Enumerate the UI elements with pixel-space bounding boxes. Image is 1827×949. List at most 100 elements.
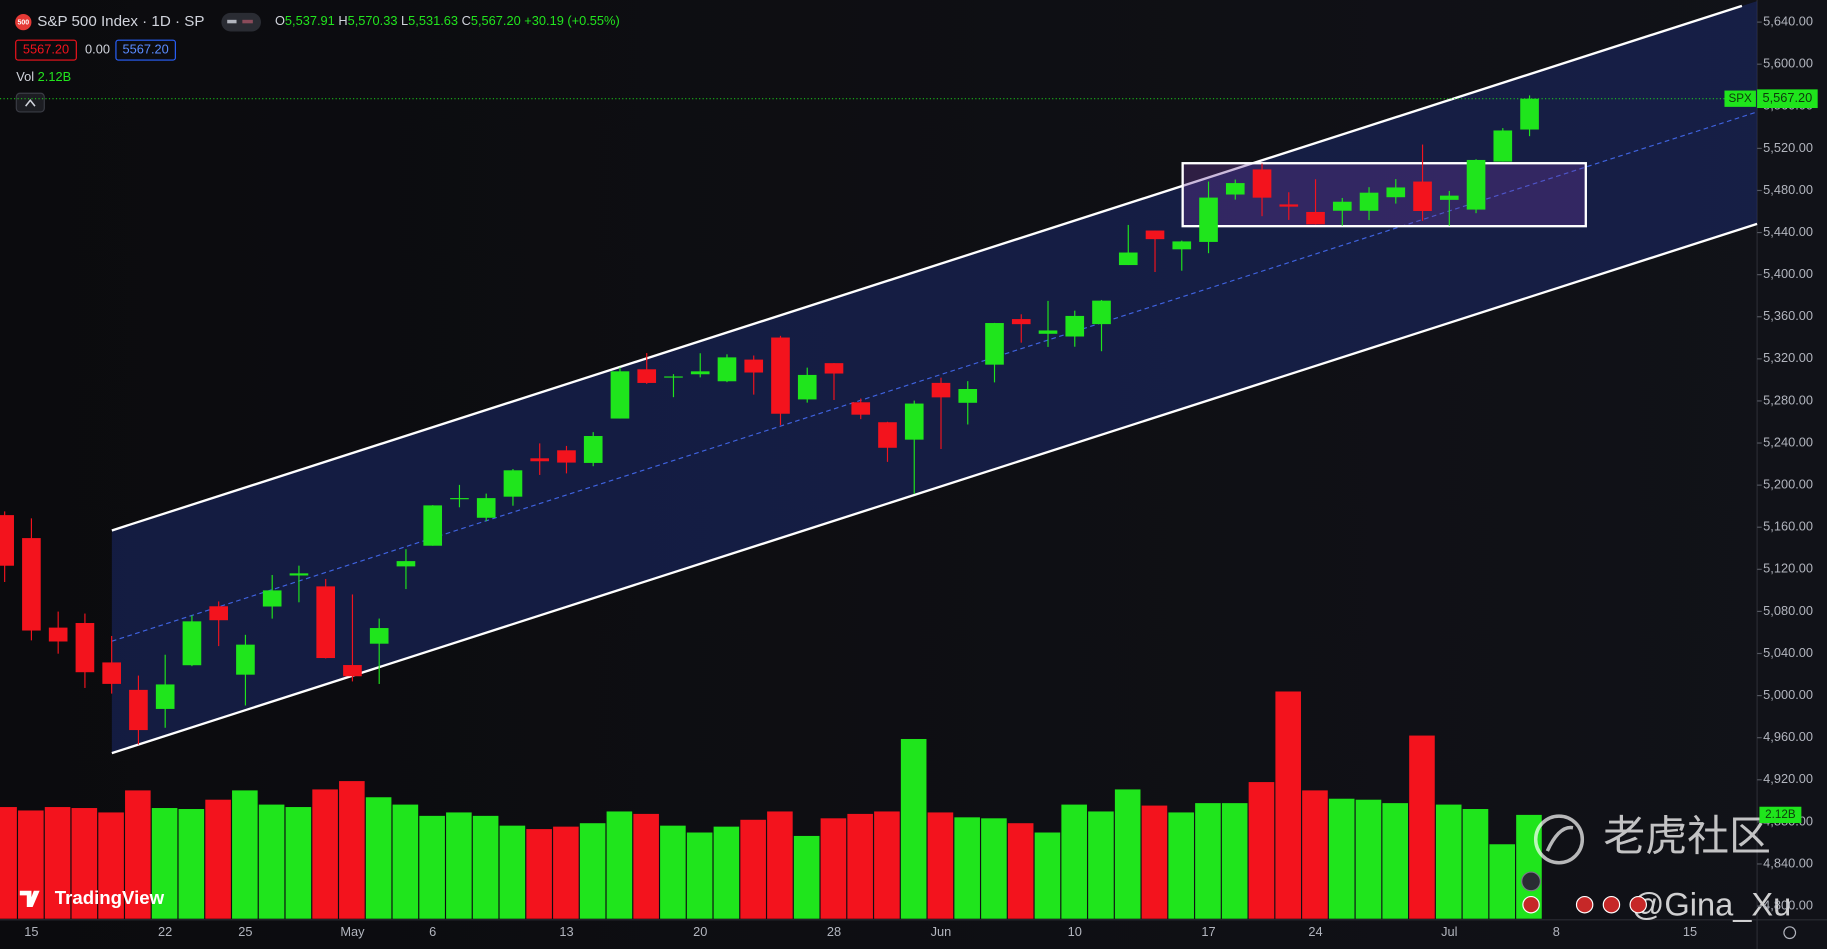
candle-body: [1118, 252, 1138, 266]
volume-bar: [1034, 832, 1061, 919]
volume-bar: [767, 811, 793, 919]
y-tick-label: 5,440.00: [1763, 224, 1813, 239]
candle-body: [48, 627, 68, 642]
volume-bar: [1195, 803, 1221, 919]
volume-bar: [900, 738, 927, 919]
volume-label-box: [1759, 806, 1802, 824]
x-tick-label: 15: [24, 924, 38, 939]
x-tick-label: 25: [238, 924, 252, 939]
volume-bar: [579, 823, 606, 919]
bid-box[interactable]: [15, 39, 77, 61]
candle-body: [931, 382, 951, 398]
h-value: 5,570.33: [348, 14, 398, 29]
volume-bar: [312, 789, 338, 919]
candle-body: [878, 422, 897, 448]
volume-bar: [1141, 805, 1168, 919]
candle-body: [155, 684, 175, 709]
volume-bar: [1114, 789, 1141, 919]
collapse-icon: [25, 99, 36, 107]
y-tick-label: 4,920.00: [1763, 771, 1813, 786]
volume-bar: [793, 835, 820, 919]
x-tick-label: Jun: [931, 924, 952, 939]
volume-bar: [419, 815, 445, 919]
x-tick-label: May: [340, 924, 365, 939]
candle-body: [904, 403, 924, 440]
candle-body: [0, 515, 14, 566]
candle-body: [717, 357, 737, 382]
l-value: 5,531.63: [408, 14, 458, 29]
volume-bar: [1328, 798, 1355, 919]
volume-bar: [1302, 790, 1328, 919]
watermark-icon: [1545, 825, 1574, 852]
candle-body: [851, 402, 871, 415]
h-label: H: [338, 14, 347, 29]
x-tick-label: 28: [827, 924, 841, 939]
volume-bar: [1061, 804, 1087, 919]
candle-body: [423, 505, 443, 546]
volume-bar: [151, 808, 178, 919]
volume-bar: [258, 804, 285, 919]
symbol-label-box: [1724, 90, 1756, 107]
y-tick-label: 5,600.00: [1763, 56, 1813, 71]
volume-bar: [499, 825, 526, 919]
candle-body: [476, 498, 496, 518]
flag-icon[interactable]: [1602, 895, 1621, 914]
volume-legend: Vol 2.12B: [16, 69, 71, 84]
volume-bar: [954, 817, 980, 919]
y-tick-label: 5,120.00: [1763, 561, 1813, 576]
y-tick-label: 4,840.00: [1763, 855, 1813, 870]
toggle[interactable]: [221, 12, 261, 32]
candle-body: [1092, 300, 1111, 325]
y-tick-label: 5,640.00: [1763, 13, 1813, 28]
candle-body: [1306, 211, 1325, 225]
volume-bar: [526, 829, 552, 919]
x-tick-label: 6: [429, 924, 436, 939]
volume-bar: [205, 799, 231, 919]
volume-bar: [1435, 804, 1462, 919]
candle-body: [503, 470, 523, 497]
watermark-icon: [1533, 814, 1585, 865]
x-tick-label: 24: [1308, 924, 1322, 939]
change: +30.19 (+0.55%): [524, 14, 619, 29]
chart-title: S&P 500 Index · 1D · SP: [37, 13, 204, 30]
volume-bar: [553, 826, 579, 919]
candle-body: [1252, 169, 1272, 198]
collapse-button[interactable]: [15, 92, 45, 113]
spread: 0.00: [85, 42, 110, 57]
candle-body: [744, 359, 764, 373]
candle-body: [236, 644, 255, 675]
symbol-icon: [15, 13, 32, 31]
x-tick-label: 22: [158, 924, 172, 939]
volume-bar: [98, 812, 124, 919]
y-tick-label: 5,240.00: [1763, 434, 1813, 449]
event-icon[interactable]: [1521, 871, 1541, 892]
candle-body: [1386, 187, 1406, 198]
candle-body: [1011, 319, 1031, 325]
x-tick-label: 17: [1201, 924, 1215, 939]
brand: TradingView: [55, 887, 165, 908]
channel-upper: [111, 4, 1743, 532]
flag-icon[interactable]: [1522, 895, 1540, 914]
volume-bar: [686, 832, 713, 919]
volume-bar: [1382, 803, 1409, 919]
x-tick-label: 13: [559, 924, 573, 939]
candle-body: [557, 450, 576, 463]
candle-body: [396, 561, 416, 567]
c-value: 5,567.20: [471, 14, 521, 29]
x-tick-label: 15: [1683, 924, 1697, 939]
candle-body: [1332, 201, 1352, 211]
volume-bar: [71, 808, 98, 919]
candle-body: [1038, 330, 1058, 334]
brand-logo: [19, 890, 40, 908]
flag-icon[interactable]: [1575, 895, 1594, 914]
volume-bar: [1248, 782, 1275, 919]
y-tick-label: 5,280.00: [1763, 392, 1813, 407]
settings-icon[interactable]: [1783, 926, 1797, 940]
candle-body: [690, 371, 710, 375]
candle-body: [797, 374, 817, 400]
ask-box[interactable]: [115, 39, 176, 61]
volume-bar: [1462, 809, 1489, 919]
o-value: 5,537.91: [285, 14, 335, 29]
flag-icon[interactable]: [1629, 895, 1647, 914]
